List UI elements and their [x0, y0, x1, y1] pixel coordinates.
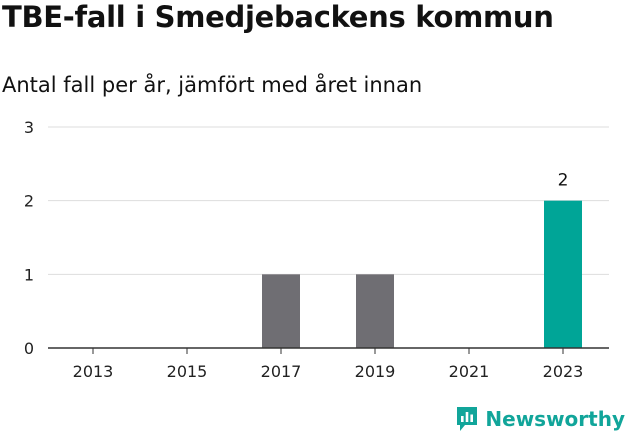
- x-tick-label: 2019: [355, 362, 396, 381]
- y-tick-label: 2: [24, 192, 34, 211]
- x-tick-label: 2017: [261, 362, 302, 381]
- y-tick-label: 0: [24, 339, 34, 358]
- bar-2017: [262, 274, 300, 348]
- chart-subtitle: Antal fall per år, jämfört med året inna…: [2, 73, 423, 97]
- data-labels: 2: [558, 171, 569, 191]
- newsworthy-logo-icon: [457, 407, 478, 431]
- bars: [262, 200, 582, 348]
- bar-2023: [544, 200, 582, 348]
- axes: 0 1 2 3 2013 2015 2017 2019 2021 2023: [24, 118, 609, 381]
- x-tick-label: 2023: [543, 362, 584, 381]
- x-tick-label: 2021: [449, 362, 490, 381]
- gridlines: [48, 126, 609, 275]
- x-tick-label: 2015: [167, 362, 208, 381]
- brand-footer: Newsworthy: [455, 405, 625, 433]
- data-label-2023: 2: [558, 171, 569, 191]
- brand-name: Newsworthy: [485, 407, 625, 431]
- chart-title: TBE-fall i Smedjebackens kommun: [2, 0, 554, 34]
- x-tick-label: 2013: [73, 362, 114, 381]
- y-tick-label: 3: [24, 118, 34, 137]
- y-tick-label: 1: [24, 265, 34, 284]
- bar-2019: [356, 274, 394, 348]
